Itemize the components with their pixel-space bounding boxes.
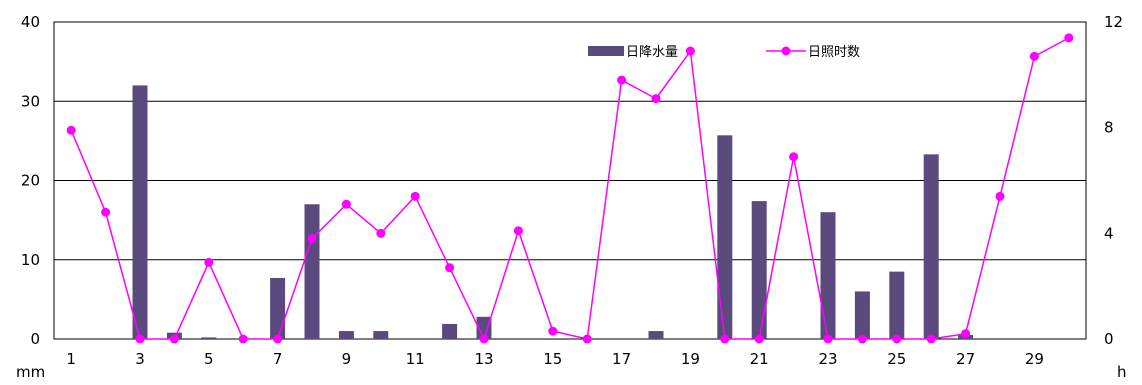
x-tick-label: 17 <box>612 350 631 368</box>
bar <box>338 331 354 339</box>
right-tick-label: 0 <box>1104 330 1114 348</box>
x-tick-label: 23 <box>818 350 837 368</box>
line-point <box>1064 33 1074 43</box>
x-tick-label: 27 <box>956 350 975 368</box>
bar <box>923 154 939 339</box>
line-point <box>857 334 867 344</box>
right-tick-label: 12 <box>1104 13 1123 31</box>
line-point <box>273 334 283 344</box>
line-point <box>720 334 730 344</box>
left-tick-label: 30 <box>21 92 40 110</box>
x-tick-label: 29 <box>1025 350 1044 368</box>
legend-label-bar: 日降水量 <box>626 45 678 60</box>
line-point <box>341 199 351 209</box>
bar <box>889 271 905 339</box>
bar <box>854 291 870 339</box>
left-axis-label: mm <box>16 363 45 381</box>
left-tick-label: 10 <box>21 251 40 269</box>
line-point <box>238 334 248 344</box>
x-tick-label: 11 <box>406 350 425 368</box>
x-tick-label: 9 <box>342 350 352 368</box>
bar <box>476 316 492 339</box>
line-point <box>169 334 179 344</box>
line-point <box>1029 51 1039 61</box>
line-point <box>479 334 489 344</box>
line-point <box>204 257 214 267</box>
legend-label-line: 日照时数 <box>808 45 860 60</box>
line-point <box>995 191 1005 201</box>
bar <box>373 331 389 339</box>
left-tick-label: 40 <box>21 13 40 31</box>
line-point <box>651 94 661 104</box>
line-point <box>445 263 455 273</box>
line-point <box>789 152 799 162</box>
line-point <box>376 228 386 238</box>
bar <box>717 135 733 339</box>
bar <box>820 212 836 339</box>
x-axis-ticks: 1 3 5 7 9 11 13 15 17 19 21 23 25 27 29 <box>66 350 1044 368</box>
bar <box>132 85 148 340</box>
line-point <box>961 329 971 339</box>
line-point <box>307 234 317 244</box>
legend-swatch-bar <box>588 46 624 56</box>
bar <box>751 201 767 339</box>
right-axis-ticks: 0 4 8 12 <box>1104 13 1123 348</box>
x-tick-label: 21 <box>750 350 769 368</box>
right-axis-label: h <box>1117 363 1127 381</box>
legend-swatch-marker <box>781 46 791 56</box>
line-point <box>823 334 833 344</box>
left-tick-label: 0 <box>30 330 40 348</box>
line-point <box>135 334 145 344</box>
bar-series <box>132 85 974 340</box>
x-tick-label: 19 <box>681 350 700 368</box>
line-point <box>892 334 902 344</box>
bar <box>648 331 664 339</box>
x-tick-label: 3 <box>135 350 145 368</box>
left-axis-ticks: 0 10 20 30 40 <box>21 13 40 348</box>
bar <box>304 204 320 339</box>
x-tick-label: 13 <box>474 350 493 368</box>
line-point <box>685 46 695 56</box>
line-point <box>410 191 420 201</box>
bar <box>442 323 458 339</box>
line-point <box>66 125 76 135</box>
line-point <box>582 334 592 344</box>
x-tick-label: 5 <box>204 350 214 368</box>
line-point <box>101 207 111 217</box>
x-tick-label: 15 <box>543 350 562 368</box>
x-tick-label: 25 <box>887 350 906 368</box>
left-tick-label: 20 <box>21 172 40 190</box>
bar <box>201 337 217 339</box>
line-series <box>66 33 1074 344</box>
bar <box>270 277 286 339</box>
x-tick-label: 7 <box>273 350 283 368</box>
line-point <box>926 334 936 344</box>
line-path <box>70 37 1070 342</box>
right-tick-label: 4 <box>1104 224 1114 242</box>
line-point <box>513 226 523 236</box>
x-tick-label: 1 <box>66 350 76 368</box>
line-point <box>754 334 764 344</box>
line-point <box>548 326 558 336</box>
line-point <box>617 75 627 85</box>
right-tick-label: 8 <box>1104 119 1114 137</box>
legend: 日降水量 日照时数 <box>588 45 860 60</box>
grid-lines <box>54 100 1086 261</box>
